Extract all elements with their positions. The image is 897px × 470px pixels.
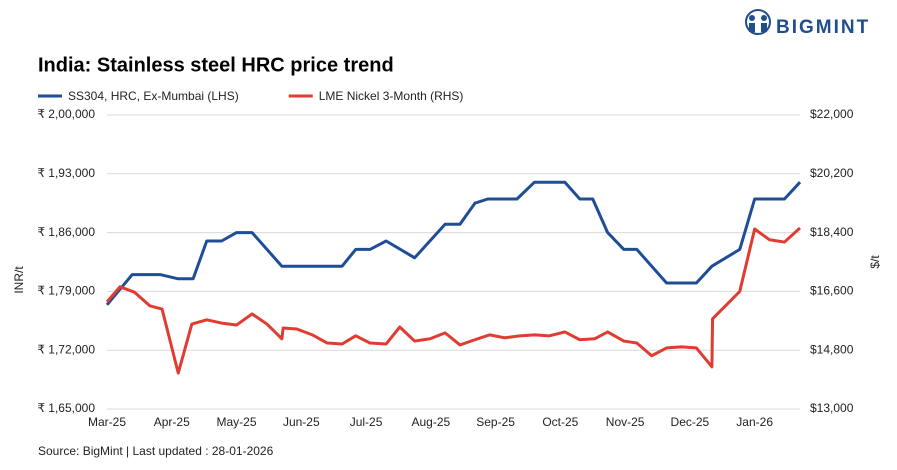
x-tick-label: Apr-25: [154, 415, 190, 429]
x-tick-label: May-25: [217, 415, 257, 429]
x-tick-label: Jul-25: [350, 415, 383, 429]
y2-tick-label: $18,400: [810, 225, 854, 239]
y2-tick-label: $13,000: [810, 401, 854, 415]
chart-title: India: Stainless steel HRC price trend: [38, 54, 394, 76]
y-tick-label: ₹ 1,86,000: [37, 225, 95, 239]
x-tick-label: Dec-25: [671, 415, 710, 429]
x-tick-label: Nov-25: [606, 415, 645, 429]
logo-text: BIGMINT: [776, 17, 870, 38]
x-tick-label: Oct-25: [542, 415, 578, 429]
y2-axis-label: $/t: [868, 255, 882, 269]
y2-tick-label: $16,600: [810, 284, 854, 298]
y-tick-label: ₹ 1,93,000: [37, 166, 95, 180]
legend-label: LME Nickel 3-Month (RHS): [319, 89, 464, 103]
y-tick-label: ₹ 2,00,000: [37, 107, 95, 121]
y2-tick-label: $20,200: [810, 166, 854, 180]
y-tick-label: ₹ 1,79,000: [37, 284, 95, 298]
x-tick-label: Aug-25: [411, 415, 450, 429]
source-note: Source: BigMint | Last updated : 28-01-2…: [38, 444, 274, 458]
y2-tick-label: $14,800: [810, 342, 854, 356]
y-tick-label: ₹ 1,72,000: [37, 342, 95, 356]
legend-label: SS304, HRC, Ex-Mumbai (LHS): [68, 89, 239, 103]
x-tick-label: Jan-26: [736, 415, 773, 429]
y-tick-label: ₹ 1,65,000: [37, 401, 95, 415]
x-tick-label: Mar-25: [88, 415, 126, 429]
x-tick-label: Sep-25: [476, 415, 515, 429]
series-line: [105, 180, 802, 306]
y-axis-label: INR/t: [12, 266, 26, 294]
y2-tick-label: $22,000: [810, 107, 854, 121]
series-line: [105, 226, 802, 375]
logo-icon: [745, 9, 771, 35]
x-tick-label: Jun-25: [283, 415, 320, 429]
